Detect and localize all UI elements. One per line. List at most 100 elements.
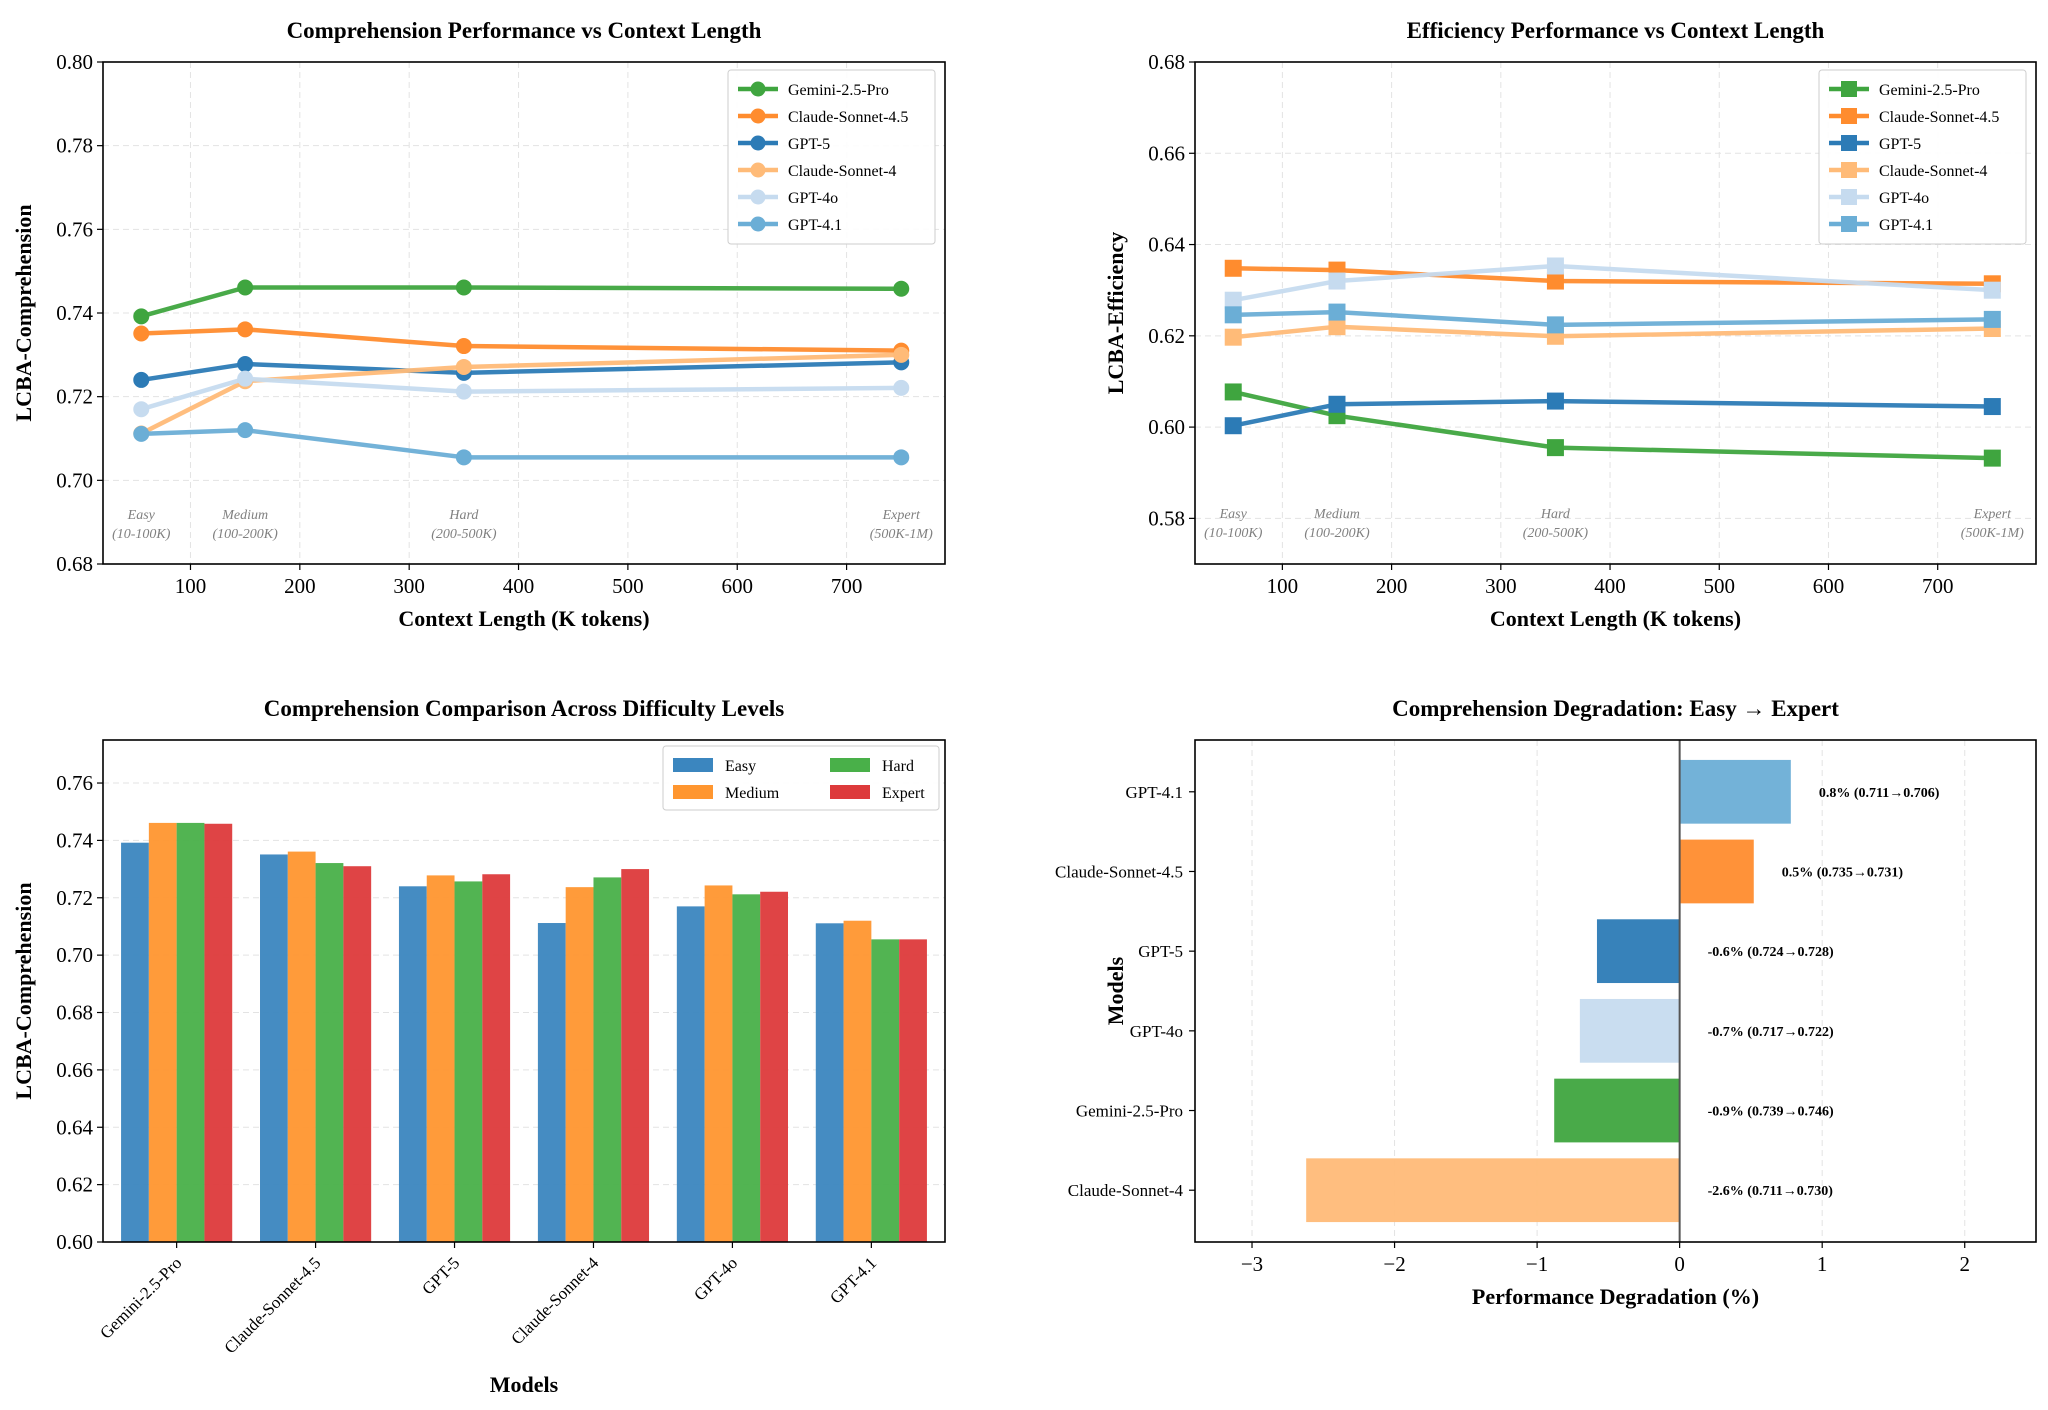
series-line-gpt-5: [140, 360, 902, 383]
x-tick-label: 200: [1376, 574, 1408, 598]
difficulty-range-annotation: (100-200K): [1304, 526, 1370, 541]
x-tick-label: GPT-4o: [690, 1253, 741, 1304]
x-tick-label: Claude-Sonnet-4: [507, 1253, 602, 1348]
y-tick-label: GPT-4o: [1130, 1022, 1183, 1041]
legend-label-claude-sonnet-4: Claude-Sonnet-4: [1879, 163, 1987, 180]
y-tick-label: Gemini-2.5-Pro: [1076, 1102, 1183, 1121]
y-tick-label: Claude-Sonnet-4: [1068, 1181, 1184, 1200]
legend-marker-gemini-2-5-pro: [1841, 81, 1857, 97]
bar-hard-gpt-5: [454, 881, 483, 1242]
bar-hard-claude-sonnet-4: [593, 877, 622, 1242]
legend-marker-claude-sonnet-4: [750, 162, 766, 178]
legend-label-hard: Hard: [882, 758, 914, 775]
bar-easy-gpt-4-1: [815, 923, 844, 1242]
legend-label-claude-sonnet-4-5: Claude-Sonnet-4.5: [788, 109, 908, 126]
plot-frame: [102, 61, 946, 565]
comprehension-line-chart: 100 200 300 400 500 600 700 0.68 0.70 0.72 0.74 0.7…: [11, 18, 946, 631]
data-point-gpt-4o: [455, 383, 472, 400]
efficiency-line-chart: 100 200 300 400 500 600 700 0.58 0.60 0.62 0.64 0.6…: [1103, 18, 2037, 631]
x-tick-label: GPT-5: [418, 1253, 463, 1298]
y-tick-label: 0.58: [1148, 506, 1185, 530]
data-point-gpt-4-1: [237, 422, 254, 439]
legend-label-gpt-4-1: GPT-4.1: [1879, 217, 1933, 234]
legend-swatch-expert: [830, 785, 870, 799]
x-axis-label: Context Length (K tokens): [398, 606, 649, 631]
difficulty-range-annotation: (10-100K): [1204, 526, 1263, 541]
y-axis-label: LCBA-Comprehension: [11, 882, 36, 1099]
data-point-claude-sonnet-4: [455, 358, 472, 375]
series-line-gpt-4o: [1232, 263, 1993, 303]
bar-expert-gpt-4o: [760, 891, 788, 1242]
y-tick-label: 0.68: [56, 552, 93, 576]
data-point-gpt-4o: [1328, 272, 1346, 290]
x-tick-label: 600: [1813, 574, 1845, 598]
y-tick-label: 0.72: [56, 886, 93, 910]
series-line-gemini-2-5-pro: [140, 285, 902, 319]
legend-label-gemini-2-5-pro: Gemini-2.5-Pro: [1879, 82, 1980, 99]
y-tick-label: 0.64: [1148, 233, 1185, 257]
series-line-claude-sonnet-4-5: [141, 327, 902, 353]
bar-claude-sonnet-4-5: [1679, 839, 1754, 904]
y-tick-label: 0.60: [1148, 415, 1185, 439]
bar-easy-gemini-2-5-pro: [121, 842, 149, 1242]
bar-hard-gpt-4-1: [871, 939, 900, 1242]
data-point-gemini-2-5-pro: [1546, 439, 1564, 457]
y-axis-label: Models: [1103, 956, 1128, 1025]
bar-expert-gemini-2-5-pro: [204, 823, 233, 1242]
plot-frame: [102, 739, 946, 1243]
x-tick-label: 1: [1817, 1252, 1828, 1276]
legend-label-gemini-2-5-pro: Gemini-2.5-Pro: [788, 82, 889, 99]
data-point-gpt-4-1: [455, 449, 472, 466]
x-tick-label: 300: [1485, 574, 1517, 598]
legend-marker-gpt-5: [750, 135, 766, 151]
data-point-gpt-4o: [133, 401, 150, 418]
bar-medium-gpt-4o: [704, 885, 733, 1242]
legend-marker-claude-sonnet-4: [1841, 162, 1857, 178]
legend-label-easy: Easy: [725, 758, 756, 775]
data-point-claude-sonnet-4-5: [237, 321, 254, 338]
data-point-gpt-4-1: [1546, 316, 1564, 334]
plot-frame: [1194, 61, 2037, 565]
legend-label-claude-sonnet-4-5: Claude-Sonnet-4.5: [1879, 109, 1999, 126]
x-tick-label: −2: [1383, 1252, 1405, 1276]
data-point-gemini-2-5-pro: [1983, 449, 2001, 467]
data-point-gemini-2-5-pro: [455, 279, 472, 296]
bar-medium-claude-sonnet-4: [565, 887, 594, 1242]
legend-marker-gpt-4o: [750, 189, 766, 205]
y-tick-label: 0.74: [56, 828, 93, 852]
bar-hard-gpt-4o: [732, 894, 761, 1242]
difficulty-annotation: Hard: [448, 508, 479, 523]
difficulty-annotation: Expert: [1973, 507, 2012, 522]
difficulty-range-annotation: (10-100K): [112, 527, 171, 542]
y-tick-label: 0.72: [56, 385, 93, 409]
x-axis-label: Performance Degradation (%): [1472, 1284, 1759, 1309]
data-point-gpt-4-1: [893, 449, 910, 466]
x-axis-label: Models: [490, 1372, 559, 1397]
bar-easy-claude-sonnet-4: [537, 923, 566, 1242]
legend-marker-gpt-4-1: [750, 216, 766, 232]
y-tick-label: 0.68: [56, 1001, 93, 1025]
x-tick-label: −3: [1241, 1252, 1263, 1276]
legend-label-gpt-4o: GPT-4o: [788, 190, 838, 207]
y-axis-label: LCBA-Comprehension: [11, 204, 36, 421]
series-line-gpt-5: [1232, 398, 1993, 428]
data-point-claude-sonnet-4: [1224, 328, 1242, 346]
y-tick-label: 0.80: [56, 50, 93, 74]
data-point-gemini-2-5-pro: [133, 308, 150, 325]
bar-expert-gpt-5: [482, 874, 511, 1242]
y-tick-label: 0.70: [56, 468, 93, 492]
x-tick-label: 0: [1674, 1252, 1685, 1276]
difficulty-annotation: Hard: [1540, 507, 1571, 522]
bar-gpt-5: [1596, 919, 1680, 984]
y-tick-label: 0.68: [1148, 50, 1185, 74]
difficulty-annotation: Medium: [221, 508, 268, 523]
difficulty-range-annotation: (100-200K): [212, 527, 278, 542]
plot-frame: [1194, 739, 2037, 1243]
x-tick-label: 500: [612, 574, 644, 598]
data-point-gpt-4o: [893, 379, 910, 396]
data-point-claude-sonnet-4-5: [455, 338, 472, 355]
data-point-claude-sonnet-4-5: [133, 325, 150, 342]
data-label-gemini-2-5-pro: -0.9% (0.739→0.746): [1708, 1105, 1834, 1120]
x-tick-label: 400: [503, 574, 535, 598]
